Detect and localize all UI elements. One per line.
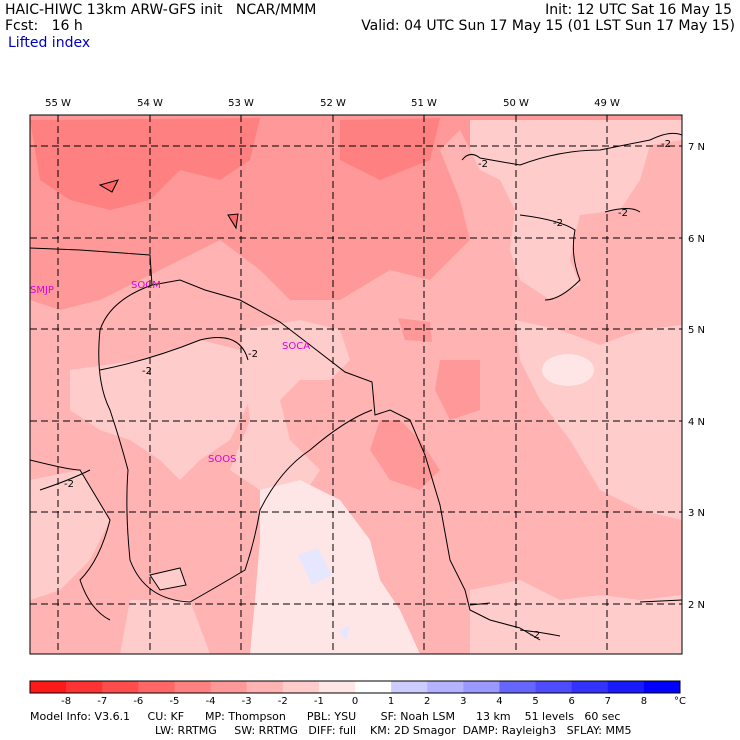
colorbar-tick-label: -1 xyxy=(314,696,324,707)
colorbar-swatch xyxy=(499,681,537,693)
colorbar-swatch xyxy=(30,681,67,693)
colorbar-swatch xyxy=(391,681,428,693)
colorbar xyxy=(29,680,681,694)
model-info-line1: Model Info: V3.6.1 CU: KF MP: Thompson P… xyxy=(30,710,621,723)
colorbar-tick-label: 1 xyxy=(388,696,394,707)
lat-label: 7 N xyxy=(688,142,705,153)
colorbar-tick-label: 8 xyxy=(641,696,647,707)
colorbar-tick-label: 7 xyxy=(605,696,611,707)
lon-label: 54 W xyxy=(137,98,163,109)
lon-label: 49 W xyxy=(594,98,620,109)
colorbar-swatch xyxy=(318,681,356,693)
lon-label: 50 W xyxy=(503,98,529,109)
station-label: SOOS xyxy=(208,454,236,465)
colorbar-tick-label: 3 xyxy=(460,696,466,707)
colorbar-swatch xyxy=(210,681,248,693)
lat-label: 4 N xyxy=(688,417,705,428)
contour-label: -2 xyxy=(142,366,152,377)
model-info-line2: LW: RRTMG SW: RRTMG DIFF: full KM: 2D Sm… xyxy=(155,724,632,737)
colorbar-tick-label: -3 xyxy=(242,696,252,707)
colorbar-tick-label: -5 xyxy=(169,696,179,707)
contour-label: -2 xyxy=(64,479,74,490)
map-title: HAIC-HIWC 13km ARW-GFS init NCAR/MMM xyxy=(5,2,317,18)
station-label: SOCM xyxy=(131,280,161,291)
colorbar-swatch xyxy=(535,681,573,693)
colorbar-tick-label: 2 xyxy=(424,696,430,707)
colorbar-frame xyxy=(29,680,681,694)
colorbar-swatch xyxy=(571,681,609,693)
colorbar-swatch xyxy=(246,681,284,693)
lon-label: 52 W xyxy=(320,98,346,109)
colorbar-swatch xyxy=(463,681,500,693)
colorbar-swatch xyxy=(427,681,464,693)
contour-label: -2 xyxy=(530,630,540,641)
lat-label: 5 N xyxy=(688,325,705,336)
colorbar-swatch xyxy=(643,681,681,693)
lon-label: 51 W xyxy=(411,98,437,109)
forecast-hour: Fcst: 16 h xyxy=(5,18,83,34)
contour-label: -2 xyxy=(478,159,488,170)
lat-label: 2 N xyxy=(688,600,705,611)
contour-label: -2 xyxy=(618,208,628,219)
colorbar-ticks: -8 -7 -6 -5 -4 -3 -2 -1 0 1 2 3 4 5 6 7 8 xyxy=(61,696,647,707)
lat-label: 6 N xyxy=(688,234,705,245)
contour-lines xyxy=(39,132,682,637)
init-time: Init: 12 UTC Sat 16 May 15 xyxy=(545,2,732,18)
colorbar-tick-label: -8 xyxy=(61,696,71,707)
colorbar-swatch xyxy=(355,681,392,693)
colorbar-tick-label: 0 xyxy=(352,696,358,707)
contour-label: -2 xyxy=(248,349,258,360)
coastlines xyxy=(30,247,541,641)
lon-label: 53 W xyxy=(228,98,254,109)
colorbar-swatch xyxy=(138,681,175,693)
station-label: SOCA xyxy=(282,341,310,352)
station-label: SMJP xyxy=(30,285,54,296)
colorbar-tick-label: 4 xyxy=(496,696,502,707)
graticule xyxy=(30,115,682,654)
valid-time: Valid: 04 UTC Sun 17 May 15 (01 LST Sun … xyxy=(361,18,735,34)
colorbar-swatch xyxy=(174,681,212,693)
colorbar-tick-label: -6 xyxy=(133,696,143,707)
colorbar-swatch xyxy=(282,681,320,693)
map-frame xyxy=(29,114,683,655)
colorbar-swatch xyxy=(66,681,103,693)
contour-label: -2 xyxy=(661,139,671,150)
lon-label: 55 W xyxy=(45,98,71,109)
lat-label: 3 N xyxy=(688,508,705,519)
colorbar-swatch xyxy=(102,681,139,693)
colorbar-tick-label: -2 xyxy=(278,696,288,707)
colorbar-swatch xyxy=(607,681,645,693)
contour-label: -2 xyxy=(553,218,563,229)
colorbar-tick-label: -7 xyxy=(97,696,107,707)
colorbar-tick-label: -4 xyxy=(206,696,216,707)
field-name: Lifted index xyxy=(8,35,91,51)
colorbar-unit: °C xyxy=(674,696,686,707)
lifted-index-field xyxy=(30,115,682,654)
colorbar-tick-label: 5 xyxy=(532,696,538,707)
colorbar-tick-label: 6 xyxy=(568,696,574,707)
